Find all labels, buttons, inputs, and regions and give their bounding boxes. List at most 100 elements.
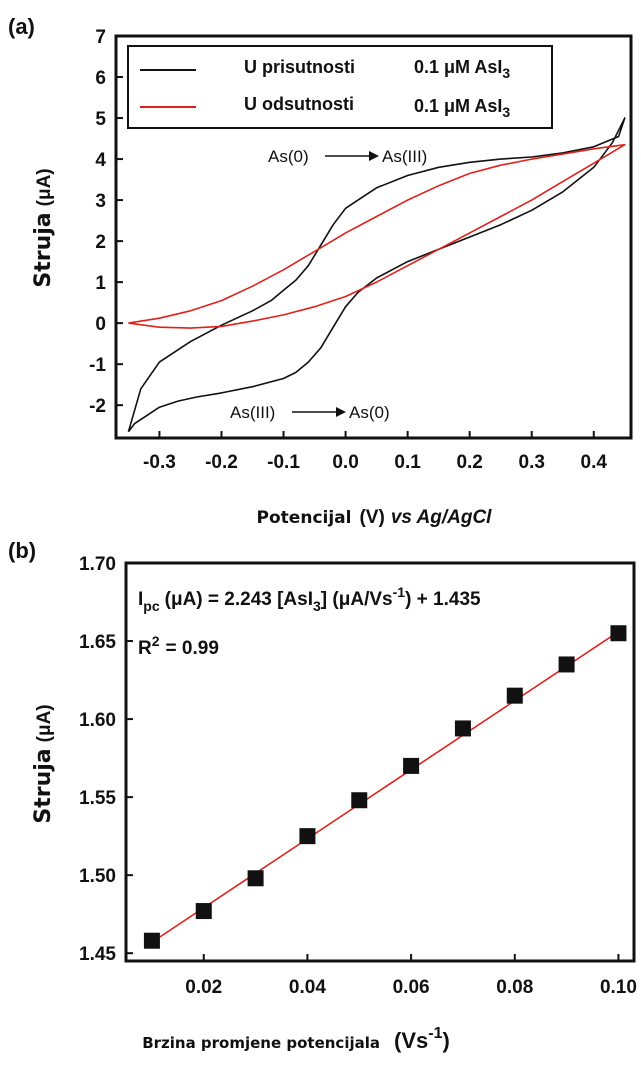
eq-rhs: ] (μA/Vs (321, 589, 393, 610)
data-point (454, 720, 471, 737)
calibration-x-axis-sup: -1 (428, 1025, 442, 1042)
calibration-plot: 1.451.501.551.601.651.70 0.02 0.04 0.06 0.0… (79, 554, 637, 998)
oxidation-annotation: As(0) As(III) (268, 147, 427, 166)
data-point (403, 757, 420, 774)
cv-y-axis-units: (μA) (34, 168, 55, 206)
calibration-x-tick-label: 0.08 (496, 977, 533, 998)
eq-rhs-sup: -1 (393, 584, 406, 600)
cv-series-absent (128, 143, 626, 329)
cv-y-tick-label: 4 (95, 150, 106, 171)
calibration-x-axis-close: ) (442, 1028, 449, 1053)
cv-plot: -2 -1 0 1 2 3 4 5 6 7 -0.3 -0.2 -0.1 0.0 0.1 0.2 0.3 0.4… (89, 27, 633, 473)
r2-sup: 2 (152, 633, 160, 649)
data-point (247, 870, 264, 887)
r2-value: = 0.99 (166, 638, 219, 659)
legend-conc-absent: 0.1 μM AsI3 (414, 96, 510, 120)
fit-line (151, 631, 619, 943)
cv-x-axis-title: Potencijal (V) vs Ag/AgCl (257, 507, 493, 528)
calibration-y-tick-label: 1.60 (79, 710, 116, 731)
cv-y-tick-label: 2 (95, 232, 106, 253)
eq-mid-sub: 3 (313, 598, 321, 614)
cv-x-tick-label: 0.3 (519, 452, 545, 473)
calibration-points (143, 625, 627, 949)
calibration-x-ticks: 0.02 0.04 0.06 0.08 0.10 (185, 954, 637, 998)
cv-x-tick-label: -0.3 (143, 452, 176, 473)
calibration-x-axis-main: Brzina promjene potencijala (142, 1034, 380, 1052)
legend-label-present: U prisutnosti (244, 57, 355, 77)
oxidation-arrowhead (369, 151, 379, 161)
cv-y-tick-label: 0 (95, 314, 106, 335)
regression-equation: Ipc (μA) = 2.243 [AsI3] (μA/Vs-1) + 1.435 (138, 584, 481, 614)
calibration-fit-line (151, 631, 619, 943)
calibration-x-tick-label: 0.04 (289, 977, 326, 998)
data-point (143, 932, 160, 949)
calibration-y-axis-title-text: Struja (31, 748, 56, 823)
reduction-annotation: As(III) As(0) (230, 403, 390, 422)
cv-curves (127, 117, 626, 433)
oxidation-to: As(III) (382, 147, 427, 166)
reduction-from: As(III) (230, 403, 275, 422)
cv-y-tick-label: -1 (89, 355, 106, 376)
panel-a-label: (a) (8, 14, 35, 39)
cv-x-tick-label: 0.4 (581, 452, 608, 473)
legend-label-absent: U odsutnosti (244, 94, 354, 114)
calibration-y-tick-label: 1.65 (79, 632, 116, 653)
cv-x-tick-label: -0.1 (267, 452, 300, 473)
cv-y-tick-label: 7 (95, 27, 106, 48)
eq-units: (μA) = 2.243 [AsI (165, 589, 313, 610)
cv-x-tick-label: -0.2 (205, 452, 238, 473)
cv-y-tick-label: -2 (89, 396, 106, 417)
legend-conc-present: 0.1 μM AsI3 (414, 57, 510, 81)
oxidation-from: As(0) (268, 147, 309, 166)
r-squared: R2 = 0.99 (138, 633, 219, 659)
eq-tail: ) + 1.435 (405, 589, 481, 610)
cv-legend-box (127, 45, 553, 129)
reduction-arrowhead (336, 407, 346, 417)
cv-y-ticks: -2 -1 0 1 2 3 4 5 6 7 (89, 27, 123, 417)
calibration-y-ticks: 1.45 1.50 1.55 1.60 1.65 1.70 (79, 554, 133, 965)
calibration-x-tick-label: 0.10 (600, 977, 637, 998)
cv-x-axis-reference: vs Ag/AgCl (391, 507, 492, 528)
data-point (558, 656, 575, 673)
legend-conc-absent-text: 0.1 μM AsI (414, 96, 502, 116)
cv-y-tick-label: 3 (95, 191, 106, 212)
calibration-y-axis-title: Struja (μA) (31, 704, 56, 823)
calibration-y-tick-label: 1.70 (79, 554, 116, 575)
eq-lhs: I (138, 589, 143, 610)
data-point (351, 792, 368, 809)
cv-y-tick-label: 1 (95, 273, 106, 294)
cv-x-axis-title-main: Potencijal (257, 508, 352, 528)
data-point (195, 903, 212, 920)
legend-conc-absent-sub: 3 (502, 104, 510, 120)
panel-b-label: (b) (8, 538, 36, 563)
calibration-x-tick-label: 0.02 (185, 977, 222, 998)
cv-legend: U prisutnosti 0.1 μM AsI3 U odsutnosti 0… (127, 45, 553, 129)
calibration-x-tick-label: 0.06 (393, 977, 430, 998)
calibration-x-axis-title: Brzina promjene potencijala (Vs-1) (142, 1025, 450, 1053)
data-point (610, 625, 627, 642)
data-point (299, 828, 316, 845)
calibration-x-axis-units: (Vs (394, 1028, 428, 1053)
cv-x-tick-label: 0.0 (332, 452, 358, 473)
calibration-y-axis-units: (μA) (34, 704, 55, 742)
calibration-y-tick-label: 1.55 (79, 788, 116, 809)
data-point (506, 687, 523, 704)
cv-x-tick-label: 0.1 (394, 452, 421, 473)
calibration-y-tick-label: 1.50 (79, 866, 116, 887)
cv-x-ticks: -0.3 -0.2 -0.1 0.0 0.1 0.2 0.3 0.4 (143, 431, 607, 473)
legend-conc-present-sub: 3 (502, 65, 510, 81)
cv-x-tick-label: 0.2 (456, 452, 482, 473)
cv-plot-frame (114, 34, 633, 440)
cv-series-present (127, 117, 626, 433)
cv-y-axis-title-text: Struja (31, 212, 56, 287)
reduction-to: As(0) (349, 403, 390, 422)
cv-y-tick-label: 6 (95, 68, 106, 89)
cv-y-axis-title: Struja (μA) (31, 168, 56, 287)
cv-y-tick-label: 5 (95, 109, 106, 130)
r2-label: R (138, 638, 152, 659)
calibration-plot-frame (124, 561, 636, 963)
cv-x-axis-units: (V) (359, 507, 384, 528)
calibration-y-tick-label: 1.45 (79, 944, 116, 965)
eq-lhs-sub: pc (143, 598, 160, 614)
